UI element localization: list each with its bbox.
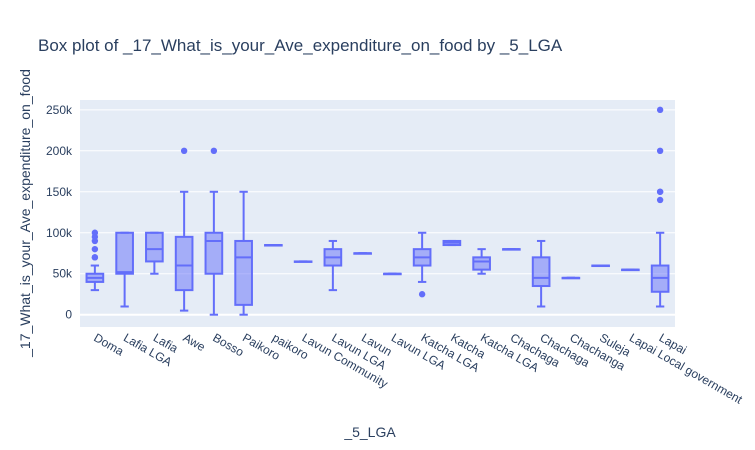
outlier-point <box>91 229 99 236</box>
x-tick-label: Lapai Local government <box>627 330 746 407</box>
y-tick-labels: 0 50k 100k 150k 200k 250k <box>46 103 73 322</box>
outlier-point <box>91 245 99 253</box>
outlier-point <box>418 291 426 298</box>
y-tick-label: 150k <box>46 185 73 199</box>
box-18 <box>591 264 610 268</box>
box-body <box>145 231 164 263</box>
plot-area <box>80 100 675 327</box>
box-11 <box>383 272 402 276</box>
box-14 <box>472 248 491 275</box>
y-tick-label: 0 <box>65 308 72 322</box>
box-2 <box>115 231 134 308</box>
box-12 <box>412 231 432 298</box>
box-8 <box>293 260 313 263</box>
outlier-point <box>210 147 218 155</box>
box-body <box>204 231 224 275</box>
box-5 <box>204 147 224 316</box>
x-tick-label: Doma <box>91 330 126 358</box>
outlier-point <box>656 106 664 114</box>
box-13 <box>442 239 462 247</box>
outlier-point <box>180 147 188 155</box>
x-tick-label: Awe <box>181 330 208 354</box>
box-15 <box>502 248 521 251</box>
box-body <box>531 256 551 288</box>
chart-title: Box plot of _17_What_is_your_Ave_expendi… <box>38 36 563 55</box>
box-body <box>115 231 134 275</box>
box-3 <box>145 231 164 275</box>
box-16 <box>531 239 551 308</box>
box-17 <box>561 276 581 280</box>
y-tick-label: 200k <box>46 144 73 158</box>
y-tick-label: 100k <box>46 226 73 240</box>
box-20 <box>650 106 670 308</box>
box-body <box>174 235 194 292</box>
box-10 <box>353 252 372 255</box>
box-body <box>472 256 491 271</box>
outlier-point <box>91 254 99 261</box>
box-9 <box>323 239 343 292</box>
outlier-point <box>656 147 664 155</box>
box-7 <box>264 244 283 247</box>
outlier-point <box>656 196 664 204</box>
boxes-layer <box>85 106 670 316</box>
box-1 <box>85 229 105 292</box>
y-tick-label: 50k <box>53 267 73 281</box>
x-axis-title: _5_LGA <box>343 424 396 440</box>
box-4 <box>174 147 194 312</box>
y-tick-label: 250k <box>46 103 73 117</box>
x-tick-label: Bosso <box>210 330 246 359</box>
box-6 <box>234 190 253 316</box>
box-body <box>234 239 253 306</box>
box-19 <box>621 268 640 272</box>
y-axis-title: _17_What_is_your_Ave_expenditure_on_food <box>17 69 33 358</box>
outlier-point <box>656 188 664 195</box>
